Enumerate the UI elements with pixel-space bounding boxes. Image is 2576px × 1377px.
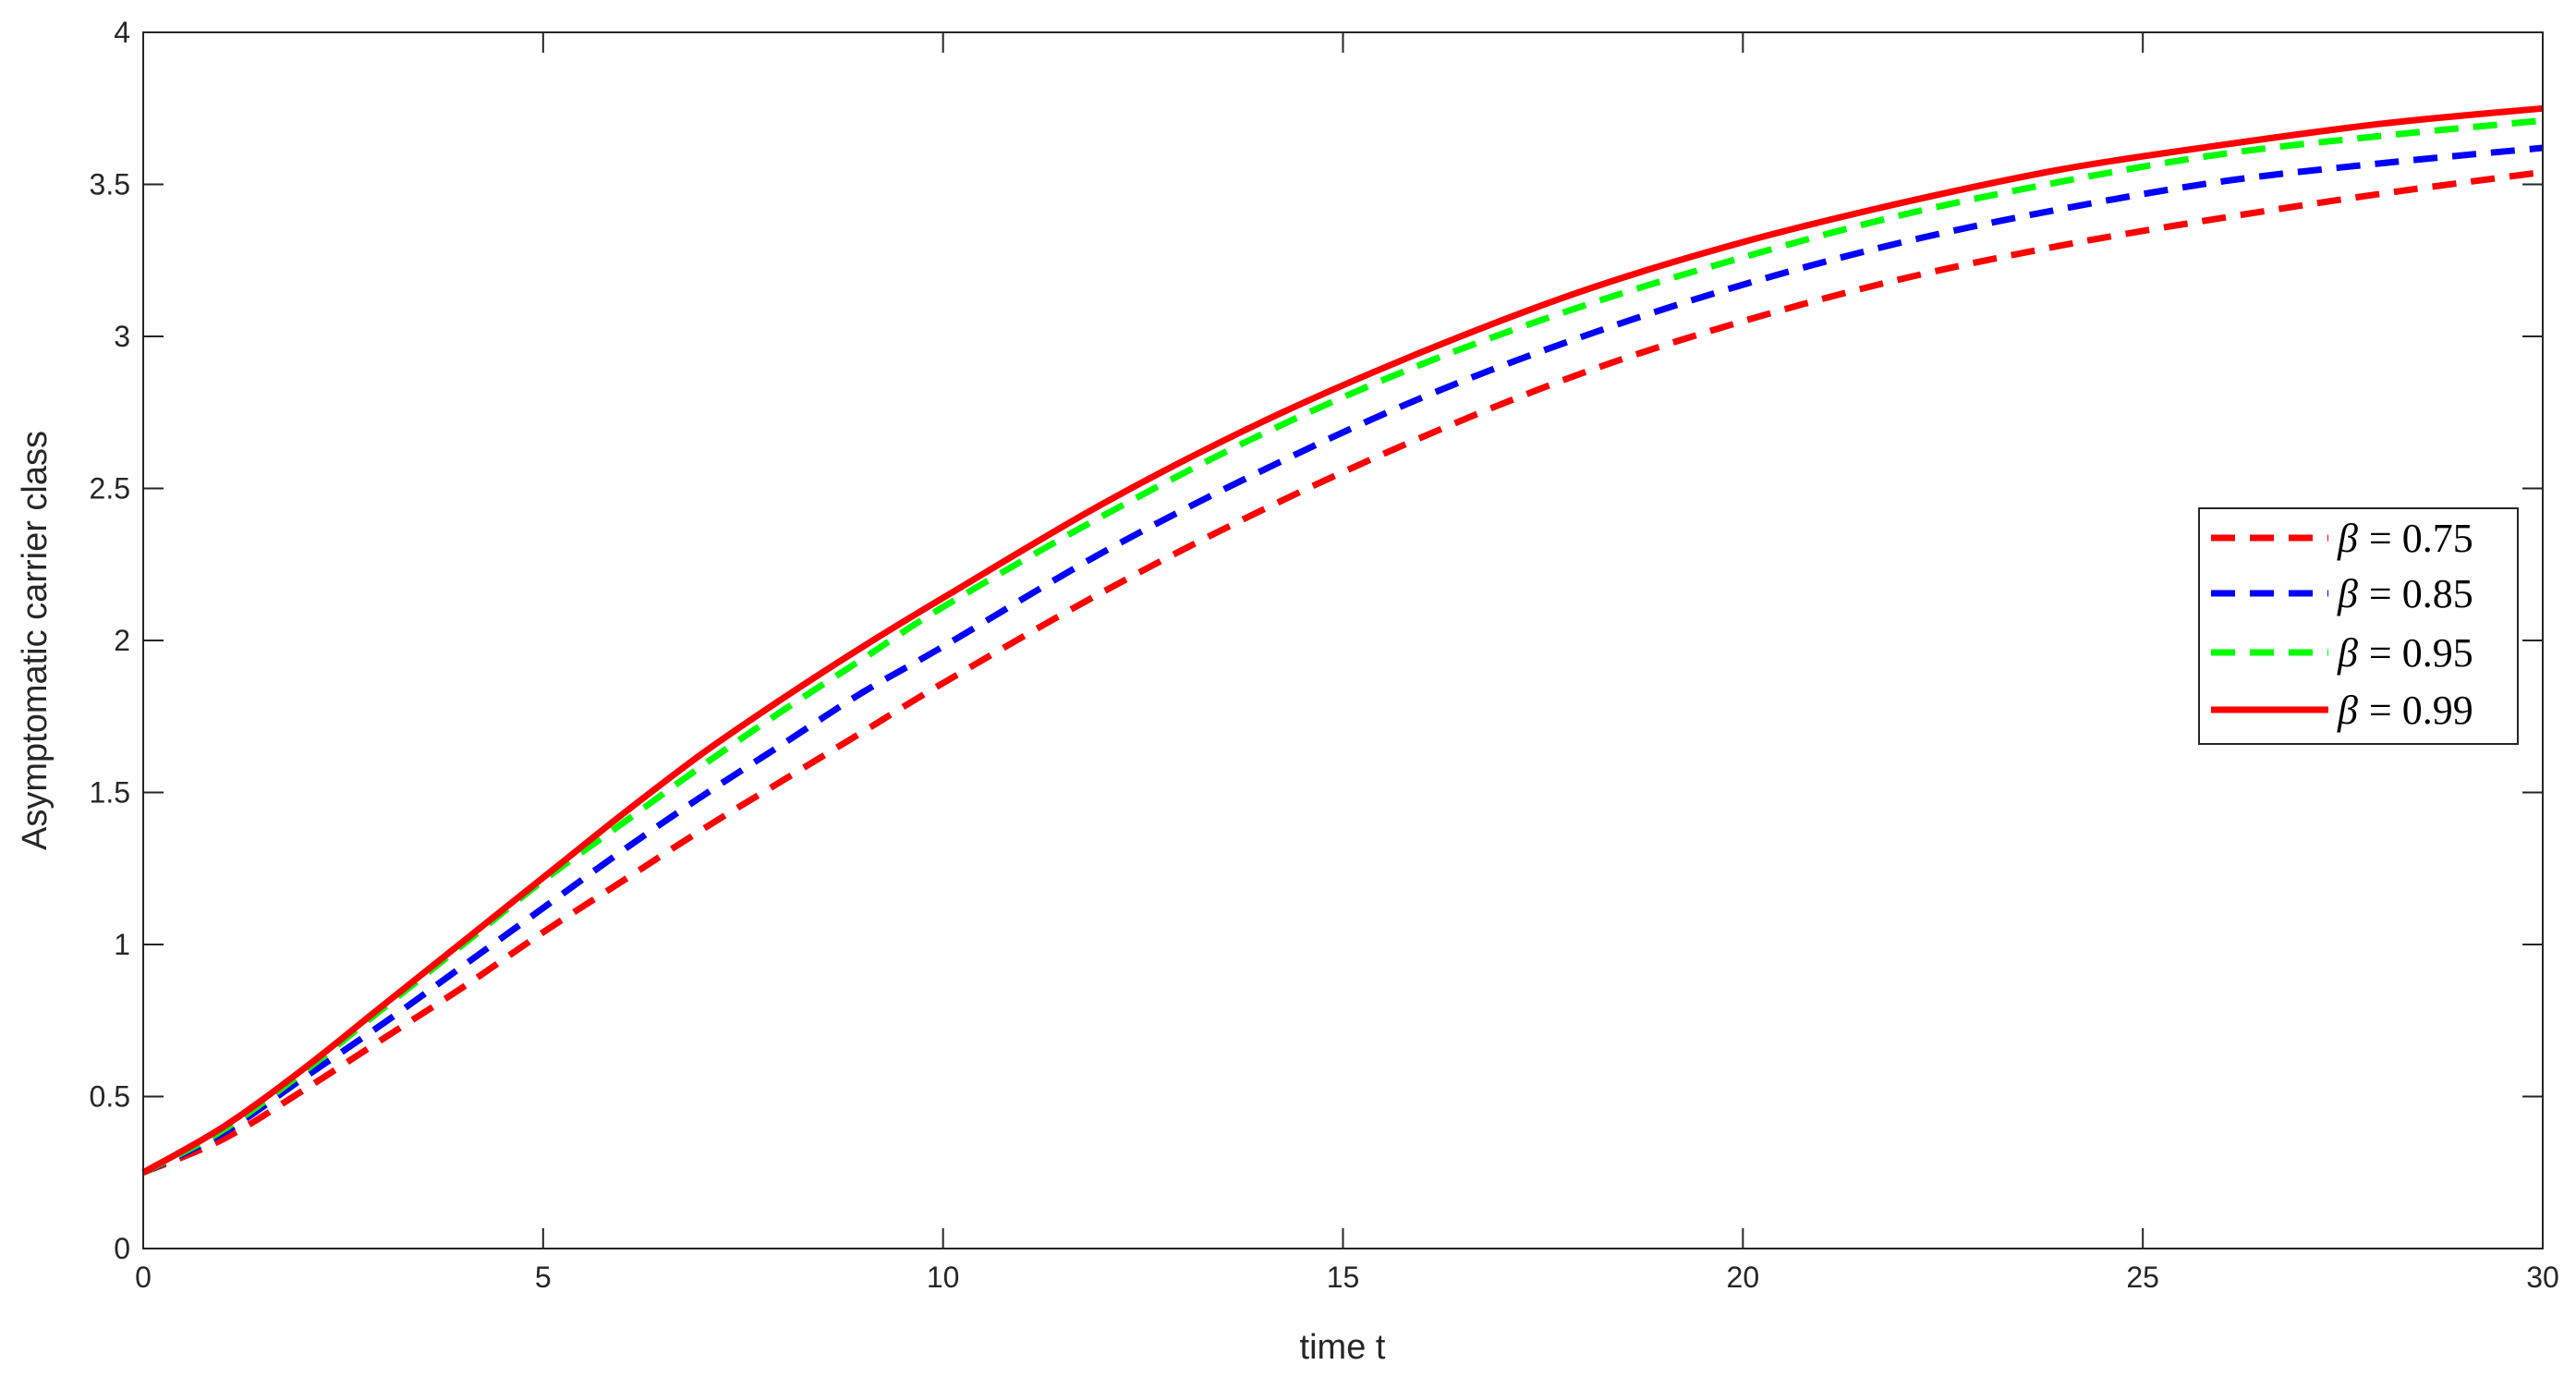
series-line: [141, 168, 2544, 1176]
legend: β = 0.75 β = 0.85 β = 0.95 β = 0.99: [2198, 507, 2519, 745]
x-axis-ticks: 0 5 10 15 20 25 30: [135, 32, 2559, 1294]
series-layer: [141, 104, 2544, 1176]
legend-beta-value: = 0.85: [2369, 571, 2473, 616]
y-axis-label: Asymptomatic carrier class: [16, 431, 55, 850]
legend-entry-label: β = 0.95: [2337, 630, 2473, 676]
legend-beta-symbol: β: [2337, 571, 2358, 616]
y-tick-label: 1.5: [90, 776, 130, 810]
y-tick-label: 0: [114, 1232, 130, 1265]
y-tick-label: 2: [114, 624, 130, 657]
series-line: [141, 144, 2544, 1176]
legend-item: β = 0.75: [2211, 516, 2473, 561]
legend-box: [2198, 507, 2519, 745]
y-tick-label: 3.5: [90, 168, 130, 201]
legend-beta-value: = 0.95: [2369, 630, 2473, 676]
legend-item: β = 0.85: [2211, 571, 2473, 616]
x-axis-label: time t: [1300, 1328, 1386, 1367]
legend-beta-symbol: β: [2337, 516, 2358, 561]
x-tick-label: 25: [2126, 1261, 2159, 1294]
legend-beta-value: = 0.99: [2369, 688, 2473, 733]
y-tick-label: 2.5: [90, 472, 130, 506]
x-tick-label: 5: [535, 1261, 552, 1294]
legend-item: β = 0.95: [2211, 630, 2473, 676]
plot-background: [143, 32, 2543, 1249]
legend-item: β = 0.99: [2211, 688, 2473, 733]
legend-beta-symbol: β: [2337, 688, 2358, 733]
series-line: [141, 116, 2544, 1176]
legend-beta-value: = 0.75: [2369, 516, 2473, 561]
x-tick-label: 0: [135, 1261, 152, 1294]
y-tick-label: 3: [114, 320, 130, 353]
y-tick-label: 0.5: [90, 1080, 130, 1114]
y-tick-label: 1: [114, 928, 130, 961]
series-line: [141, 104, 2544, 1176]
y-axis-ticks: 0 0.5 1 1.5 2 2.5 3 3.5 4: [90, 16, 2543, 1265]
legend-entry-label: β = 0.99: [2337, 688, 2473, 733]
x-tick-label: 10: [927, 1261, 960, 1294]
x-tick-label: 15: [1327, 1261, 1360, 1294]
x-tick-label: 20: [1727, 1261, 1760, 1294]
legend-entry-label: β = 0.85: [2337, 571, 2473, 616]
legend-entry-label: β = 0.75: [2337, 516, 2473, 561]
y-tick-label: 4: [114, 16, 130, 49]
legend-beta-symbol: β: [2337, 630, 2358, 676]
x-tick-label: 30: [2526, 1261, 2559, 1294]
